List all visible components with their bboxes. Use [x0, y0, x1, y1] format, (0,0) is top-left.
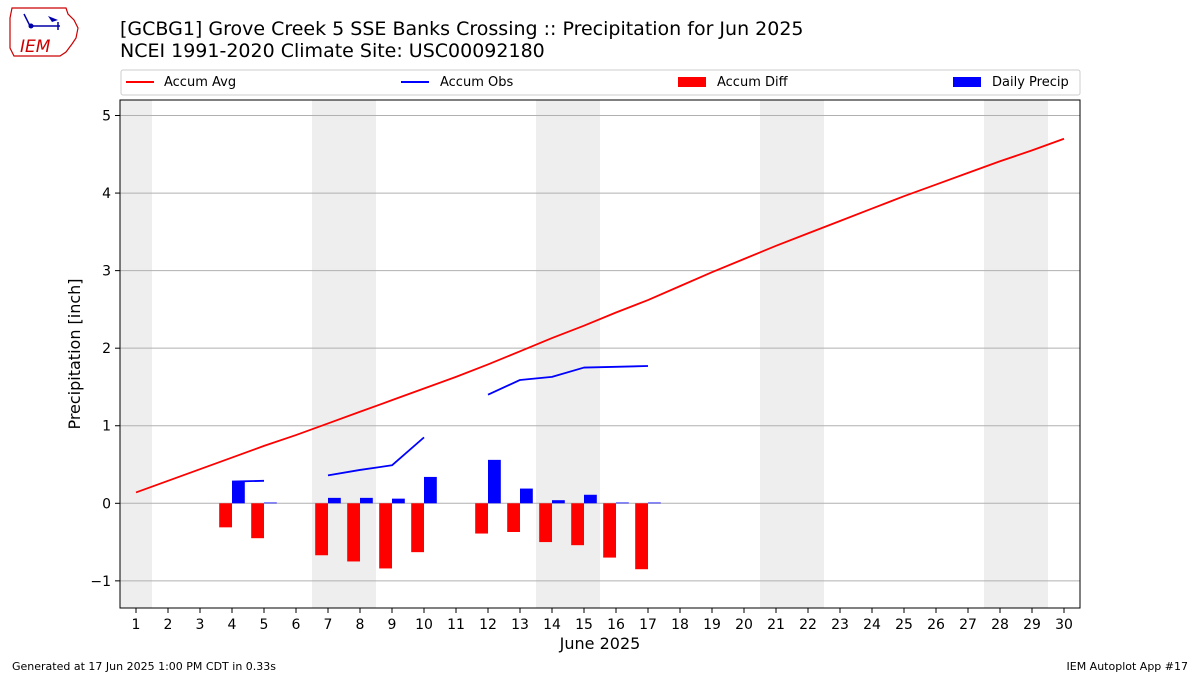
accum-avg-line: [135, 137, 1065, 494]
y-tick-label: 3: [102, 264, 111, 280]
daily-precip-bar: [328, 497, 341, 504]
y-tick-label: 2: [102, 341, 111, 357]
daily-precip-bar: [360, 497, 373, 504]
legend: Accum Avg Accum Obs Accum Diff Daily Pre…: [120, 69, 1081, 96]
weekend-band: [120, 100, 152, 608]
x-tick-label: 9: [388, 617, 397, 633]
x-tick-label: 15: [575, 617, 593, 633]
legend-label-accum-diff: Accum Diff: [717, 75, 789, 90]
y-tick-label: 1: [102, 419, 111, 435]
x-tick-label: 1: [132, 617, 141, 633]
daily-precip-bar: [232, 481, 245, 504]
daily-precip-bar: [392, 498, 405, 504]
x-tick-label: 8: [356, 617, 365, 633]
legend-frame: [120, 69, 1081, 96]
daily-precip-bar: [520, 488, 533, 504]
x-tick-label: 17: [639, 617, 657, 633]
x-tick-label: 24: [863, 617, 881, 633]
accum-obs-line: [231, 479, 265, 483]
accum-diff-bar: [379, 503, 392, 569]
x-tick-label: 16: [607, 617, 625, 633]
x-tick-label: 2: [164, 617, 173, 633]
chart-title: [GCBG1] Grove Creek 5 SSE Banks Crossing…: [120, 18, 804, 40]
x-tick-label: 12: [479, 617, 497, 633]
x-tick-label: 21: [767, 617, 785, 633]
x-axis-label: June 2025: [559, 634, 641, 653]
grid-lines: [120, 115, 1080, 582]
x-tick-label: 14: [543, 617, 561, 633]
line-series: [135, 137, 1065, 494]
daily-precip-bar: [648, 502, 661, 504]
accum-obs-line: [327, 436, 425, 477]
weekend-band: [984, 100, 1048, 608]
iem-logo: IEM: [9, 7, 79, 57]
x-tick-label: 5: [260, 617, 269, 633]
accum-diff-bar: [219, 503, 232, 528]
logo-text: IEM: [20, 37, 51, 57]
daily-precip-bar: [264, 502, 277, 504]
legend-swatch-accum-diff: [678, 77, 706, 87]
weekend-band: [760, 100, 824, 608]
daily-precip-bar: [552, 500, 565, 504]
accum-diff-bar: [507, 503, 520, 532]
weekend-shading: [120, 100, 1048, 608]
footer-app: IEM Autoplot App #17: [1067, 660, 1189, 673]
chart-subtitle: NCEI 1991-2020 Climate Site: USC00092180: [120, 40, 545, 62]
footer-generated: Generated at 17 Jun 2025 1:00 PM CDT in …: [12, 660, 276, 673]
accum-diff-bar: [539, 503, 552, 543]
y-tick-label: −1: [90, 574, 111, 590]
y-tick-label: 0: [102, 496, 111, 512]
accum-diff-bar: [475, 503, 488, 534]
x-tick-label: 6: [292, 617, 301, 633]
y-tick-label: 4: [102, 186, 111, 202]
legend-label-daily-precip: Daily Precip: [992, 75, 1069, 90]
accum-diff-bar: [411, 503, 424, 553]
x-tick-label: 10: [415, 617, 433, 633]
x-tick-label: 20: [735, 617, 753, 633]
accum-diff-bar: [347, 503, 360, 562]
x-tick-label: 4: [228, 617, 237, 633]
legend-label-accum-avg: Accum Avg: [164, 75, 236, 90]
daily-precip-bar: [584, 494, 597, 504]
x-tick-label: 19: [703, 617, 721, 633]
x-tick-label: 13: [511, 617, 529, 633]
x-tick-label: 3: [196, 617, 205, 633]
y-axis-ticks: −1 0 1 2 3 4 5: [90, 109, 120, 590]
x-tick-label: 25: [895, 617, 913, 633]
x-tick-label: 29: [1023, 617, 1041, 633]
x-tick-label: 27: [959, 617, 977, 633]
accum-diff-bar: [603, 503, 616, 558]
plot-frame: [119, 99, 1081, 609]
x-tick-label: 26: [927, 617, 945, 633]
x-tick-label: 18: [671, 617, 689, 633]
x-tick-label: 23: [831, 617, 849, 633]
x-tick-label: 30: [1055, 617, 1073, 633]
bar-series: [219, 459, 661, 570]
x-axis-ticks: 1 2 3 4 5 6 7 8 9 10 11 12 13 14 15 16 17 18 19 20 21 22 23 24 2…: [132, 608, 1073, 633]
daily-precip-bar: [616, 502, 629, 504]
daily-precip-bar: [424, 476, 437, 504]
y-axis-label: Precipitation [inch]: [65, 278, 84, 429]
x-tick-label: 22: [799, 617, 817, 633]
x-tick-label: 11: [447, 617, 465, 633]
legend-label-accum-obs: Accum Obs: [440, 75, 513, 90]
accum-obs-line: [487, 365, 649, 396]
legend-swatch-daily-precip: [953, 77, 981, 87]
x-tick-label: 7: [324, 617, 333, 633]
accum-diff-bar: [635, 503, 648, 570]
accum-diff-bar: [251, 503, 264, 539]
accum-diff-bar: [315, 503, 328, 556]
x-tick-label: 28: [991, 617, 1009, 633]
daily-precip-bar: [488, 459, 501, 504]
accum-diff-bar: [571, 503, 584, 546]
y-tick-label: 5: [102, 109, 111, 125]
